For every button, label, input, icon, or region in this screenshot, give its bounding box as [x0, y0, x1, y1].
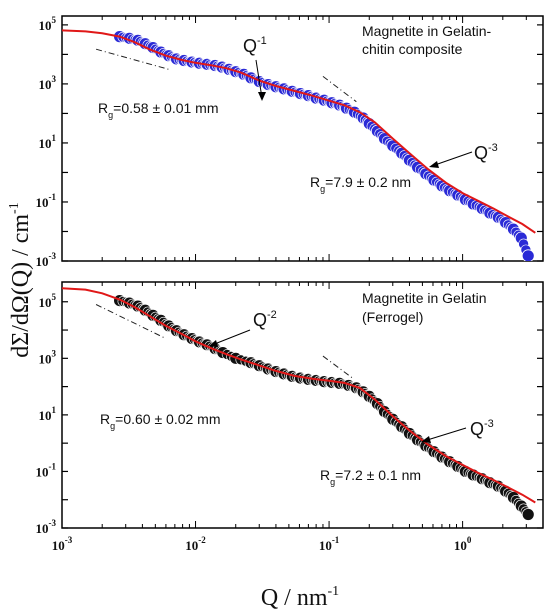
bottom-q-slope2-arrowhead [209, 340, 218, 347]
top-fit-curve [62, 29, 536, 234]
y-axis-title-exp: -1 [7, 202, 22, 214]
top-x-ticks [61, 16, 544, 261]
bottom-x-tick-label: 10-3 [52, 535, 73, 553]
top-q-slope3-label: Q-3 [474, 142, 498, 163]
top-y-tick-label: 101 [39, 133, 57, 151]
bottom-q-slope2-base: Q [253, 310, 267, 330]
bottom-fit-curve [62, 287, 536, 504]
bottom-q-slope3-arrowhead [421, 436, 431, 443]
bottom-slope-guide [322, 355, 353, 379]
bottom-y-ticks: 10-3 10-1 101 103 105 [36, 292, 543, 536]
bottom-q-slope3-base: Q [470, 419, 484, 439]
top-data-points [113, 30, 535, 261]
bottom-legend-line2: (Ferrogel) [362, 309, 423, 325]
bottom-panel: 10-3 10-1 101 103 105 10-3 10-2 10-1 100 Magnet… [36, 281, 544, 553]
top-q-slope1-arrow [255, 59, 263, 99]
bottom-q-slope2-exp: -2 [267, 309, 277, 321]
bottom-y-tick-label: 10-1 [36, 461, 57, 479]
bottom-x-tick-label: 10-2 [185, 535, 206, 553]
top-q-slope1-label: Q-1 [243, 35, 267, 56]
bottom-q-slope2-arrow [211, 329, 251, 346]
bottom-rg-small: Rg=7.2 ± 0.1 nm [320, 467, 421, 487]
x-axis-title-main: Q / nm [261, 585, 328, 611]
bottom-y-tick-label: 101 [39, 405, 57, 423]
top-rg-large: Rg=0.58 ± 0.01 mm [98, 100, 219, 120]
top-y-ticks: 10-3 10-1 101 103 105 [36, 15, 543, 269]
bottom-data-point [521, 508, 535, 521]
top-q-slope3-exp: -3 [488, 142, 498, 154]
x-axis-title: Q / nm-1 [261, 584, 339, 611]
top-q-slope1-base: Q [243, 36, 257, 56]
top-y-tick-label: 105 [39, 15, 57, 33]
top-q-slope1-arrowhead [258, 92, 266, 101]
bottom-plot-frame [61, 281, 544, 529]
bottom-x-tick-label: 10-1 [319, 535, 340, 553]
top-q-slope3-arrow [431, 151, 473, 167]
top-y-tick-label: 10-1 [36, 192, 57, 210]
bottom-x-tick-label: 100 [454, 535, 472, 553]
top-q-slope3-base: Q [474, 143, 488, 163]
top-y-tick-label: 103 [39, 74, 57, 92]
bottom-y-tick-label: 10-3 [36, 518, 57, 536]
bottom-q-slope3-exp: -3 [484, 418, 494, 430]
bottom-data-points [113, 294, 535, 521]
bottom-q-slope2-label: Q-2 [253, 309, 277, 330]
bottom-fit-line [62, 287, 536, 504]
top-legend-line2: chitin composite [362, 41, 463, 57]
top-fit-line [62, 29, 536, 234]
top-q-slope3-arrowhead [429, 161, 439, 168]
top-legend-line1: Magnetite in Gelatin- [362, 23, 492, 39]
top-y-tick-label: 10-3 [36, 251, 57, 269]
bottom-y-tick-label: 103 [39, 348, 57, 366]
top-data-point [521, 249, 535, 261]
bottom-guide-lines [95, 304, 353, 379]
bottom-q-slope3-label: Q-3 [470, 418, 494, 439]
y-axis-title: dΣ/dΩ(Q) / cm-1 [7, 202, 34, 357]
top-rg-small: Rg=7.9 ± 0.2 nm [310, 174, 411, 194]
bottom-legend-line1: Magnetite in Gelatin [362, 290, 487, 306]
top-plot-frame [61, 15, 544, 262]
top-q-slope1-exp: -1 [257, 35, 267, 47]
bottom-y-tick-label: 105 [39, 292, 57, 310]
x-axis-title-exp: -1 [328, 584, 340, 599]
bottom-rg-large: Rg=0.60 ± 0.02 mm [100, 411, 221, 431]
bottom-q-slope3-arrow [423, 427, 467, 442]
y-axis-title-main: dΣ/dΩ(Q) / cm [8, 214, 34, 358]
bottom-x-ticks: 10-3 10-2 10-1 100 [52, 282, 544, 553]
